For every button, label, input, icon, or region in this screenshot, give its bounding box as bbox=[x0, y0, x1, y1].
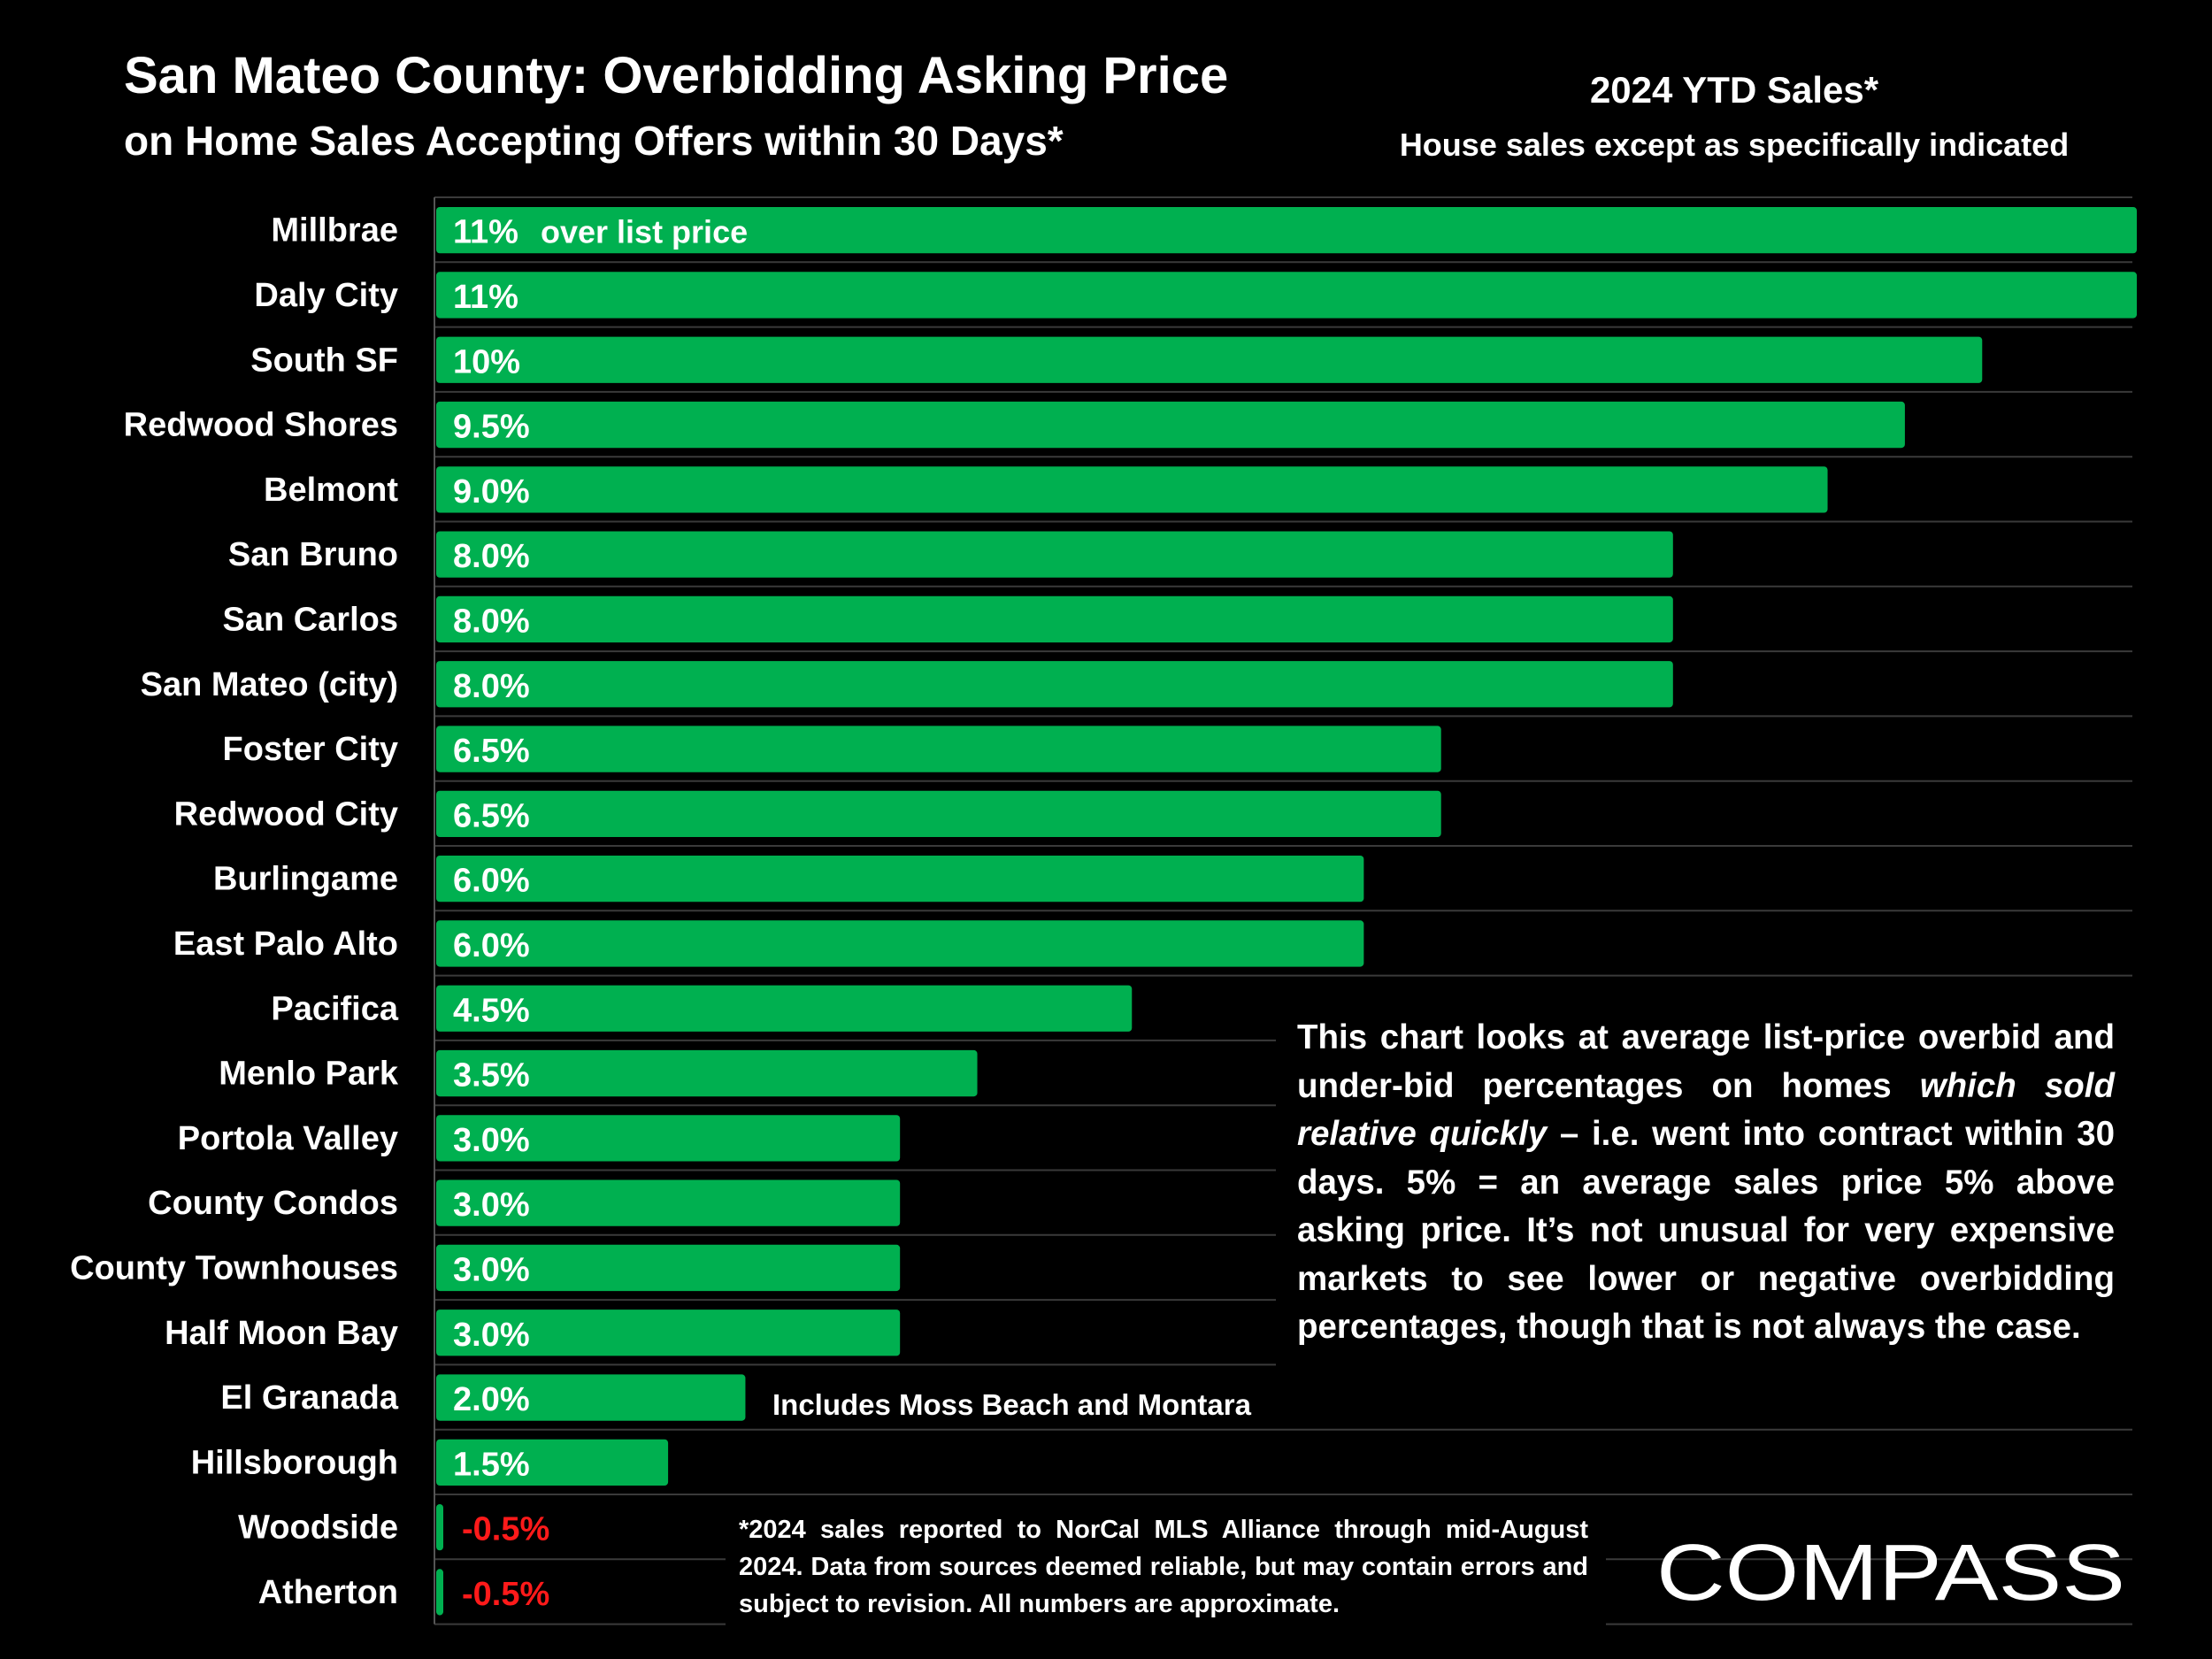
category-label: Millbrae bbox=[271, 212, 398, 250]
category-label: Woodside bbox=[238, 1509, 398, 1547]
ytd-label: 2024 YTD Sales* bbox=[1589, 69, 1879, 111]
category-label: San Carlos bbox=[222, 601, 398, 638]
category-label: County Condos bbox=[148, 1185, 398, 1222]
note-text-1: This chart looks at average list-price o… bbox=[1297, 1018, 2115, 1105]
value-label: 9.5% bbox=[453, 409, 530, 446]
compass-logo-text: COMPASS bbox=[1656, 1529, 2125, 1617]
value-label: 1.5% bbox=[453, 1446, 530, 1483]
value-label: 3.5% bbox=[453, 1057, 530, 1094]
bar-annotation: Includes Moss Beach and Montara bbox=[772, 1388, 1252, 1421]
category-label: Portola Valley bbox=[178, 1120, 398, 1157]
bar bbox=[436, 726, 1441, 772]
ytd-sublabel: House sales except as specifically indic… bbox=[1399, 127, 2070, 163]
note-text-italic: which sold relative quickly bbox=[1297, 1066, 2115, 1154]
bar bbox=[436, 466, 1828, 513]
bar bbox=[436, 1179, 901, 1226]
value-label: 3.0% bbox=[453, 1317, 530, 1354]
value-label: 8.0% bbox=[453, 538, 530, 575]
bar bbox=[436, 790, 1441, 837]
value-label: 11% bbox=[453, 279, 518, 316]
bar bbox=[436, 1115, 901, 1162]
bar bbox=[436, 207, 2137, 254]
footnote: *2024 sales reported to NorCal MLS Allia… bbox=[739, 1516, 1588, 1618]
value-label: 10% bbox=[453, 343, 520, 380]
category-label: El Granada bbox=[220, 1379, 398, 1417]
explanatory-note: This chart looks at average list-price o… bbox=[1297, 1014, 2115, 1352]
bar bbox=[436, 531, 1673, 578]
note-text-2: – i.e. went into contract within 30 days… bbox=[1297, 1115, 2115, 1346]
bar bbox=[436, 1049, 978, 1097]
category-label: South SF bbox=[250, 342, 398, 379]
category-label: Redwood City bbox=[174, 795, 398, 833]
value-label: 4.5% bbox=[453, 992, 530, 1029]
bar bbox=[436, 661, 1673, 708]
category-label: Half Moon Bay bbox=[165, 1315, 398, 1352]
value-label: 11% bbox=[453, 214, 518, 251]
category-label: Pacifica bbox=[271, 990, 399, 1027]
category-label: County Townhouses bbox=[70, 1249, 398, 1286]
category-label: Hillsborough bbox=[191, 1444, 398, 1481]
value-label: 6.5% bbox=[453, 797, 530, 834]
value-label: 9.0% bbox=[453, 473, 530, 511]
category-label: Menlo Park bbox=[219, 1056, 399, 1093]
value-label: 8.0% bbox=[453, 603, 530, 640]
bar bbox=[436, 1439, 669, 1486]
bar bbox=[436, 1310, 901, 1356]
chart-subtitle: on Home Sales Accepting Offers within 30… bbox=[124, 118, 1064, 164]
bar bbox=[436, 920, 1364, 967]
category-label: East Palo Alto bbox=[173, 926, 398, 963]
value-label: -0.5% bbox=[462, 1511, 549, 1548]
bar bbox=[436, 1244, 901, 1292]
bar bbox=[436, 1504, 443, 1551]
bar bbox=[436, 401, 1905, 449]
category-label: San Mateo (city) bbox=[141, 666, 398, 703]
value-label: 2.0% bbox=[453, 1381, 530, 1418]
value-label: 3.0% bbox=[453, 1187, 530, 1224]
value-label: 8.0% bbox=[453, 668, 530, 705]
category-label: San Bruno bbox=[228, 536, 398, 573]
value-label: 6.0% bbox=[453, 863, 530, 900]
category-label: Foster City bbox=[223, 731, 398, 768]
category-label: Atherton bbox=[258, 1574, 398, 1611]
value-label: 3.0% bbox=[453, 1251, 530, 1288]
category-label: Redwood Shores bbox=[124, 407, 398, 444]
value-label: 3.0% bbox=[453, 1122, 530, 1159]
compass-logo: COMPASS bbox=[1656, 1529, 2125, 1617]
bar bbox=[436, 1374, 746, 1421]
bar bbox=[436, 856, 1364, 902]
category-label: Daly City bbox=[254, 277, 398, 314]
bar bbox=[436, 1569, 443, 1616]
bar bbox=[436, 272, 2137, 319]
bar bbox=[436, 336, 1983, 383]
value-label: -0.5% bbox=[462, 1576, 549, 1613]
value-label: 6.5% bbox=[453, 733, 530, 770]
bar bbox=[436, 985, 1133, 1032]
category-label: Belmont bbox=[264, 472, 398, 509]
bar bbox=[436, 595, 1673, 643]
category-label: Burlingame bbox=[213, 861, 398, 898]
value-label: 6.0% bbox=[453, 927, 530, 964]
chart-title: San Mateo County: Overbidding Asking Pri… bbox=[124, 47, 1229, 104]
over-list-price-label: over list price bbox=[541, 214, 748, 250]
